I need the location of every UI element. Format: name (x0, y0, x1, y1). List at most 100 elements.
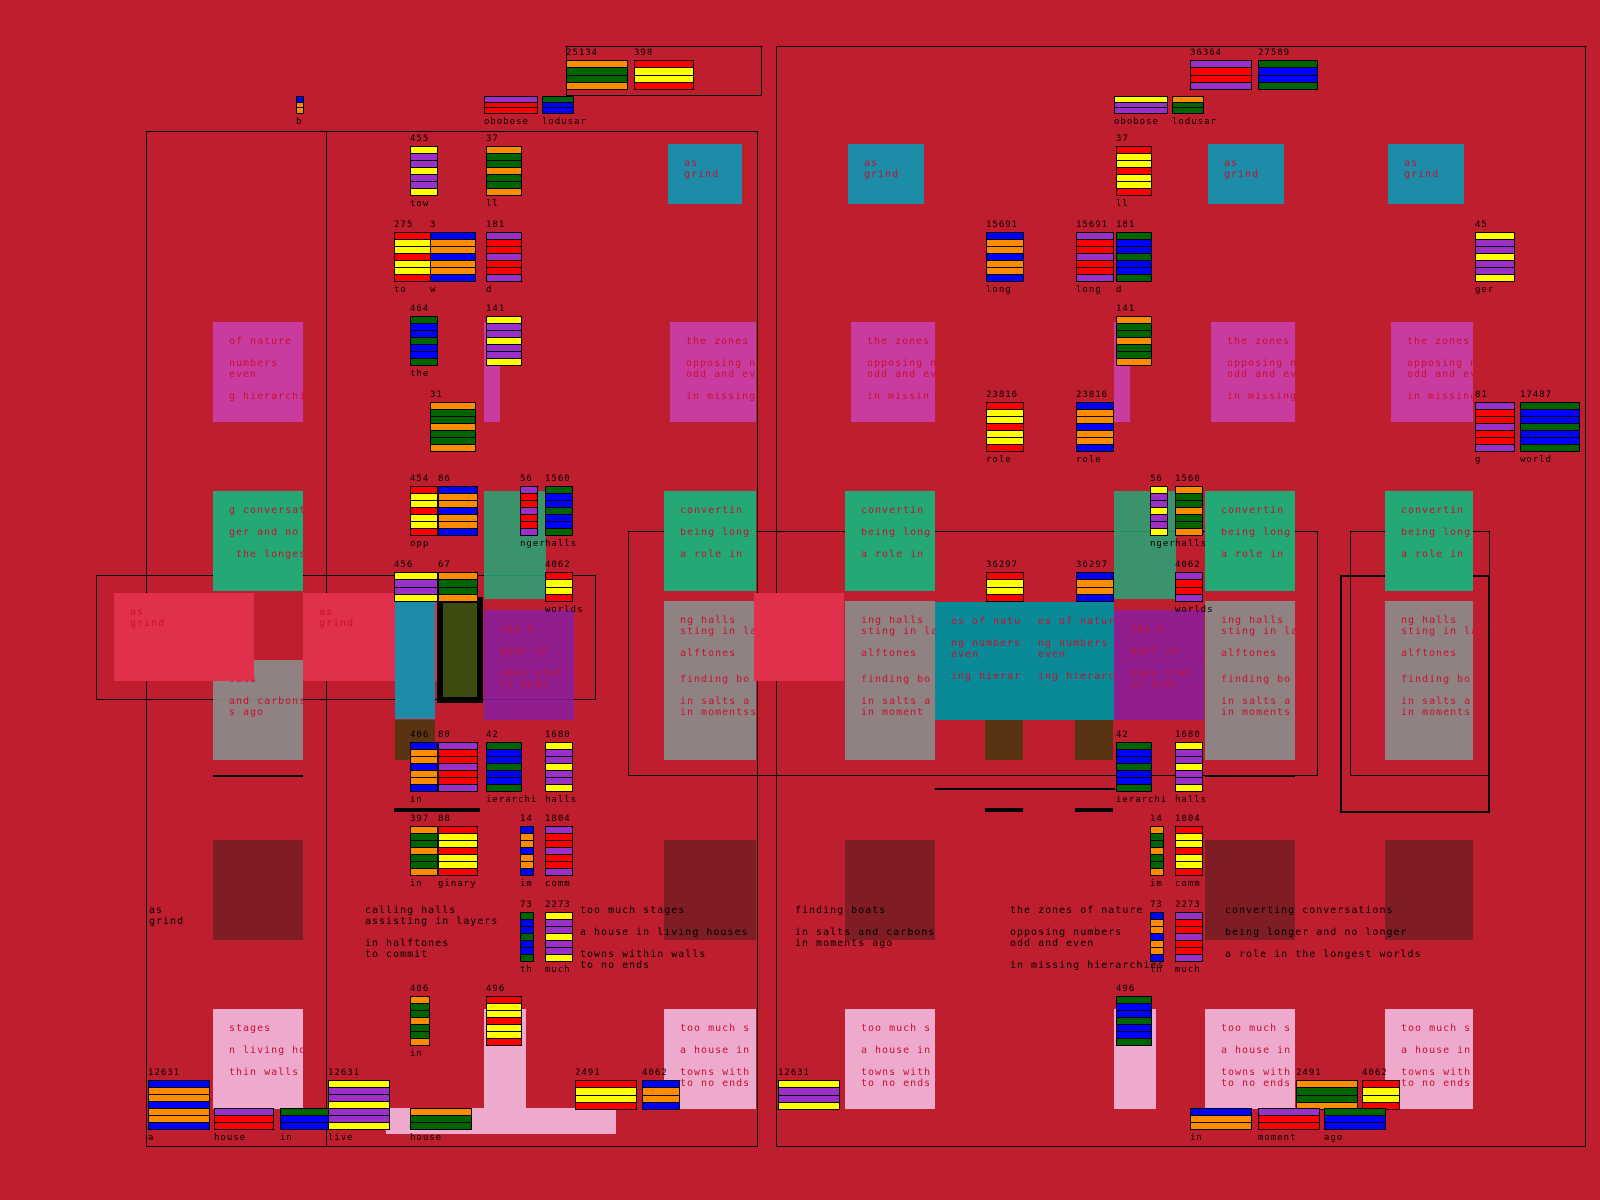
text-line: as (1404, 158, 1419, 169)
bar-stripe (1151, 827, 1163, 834)
bar-stripe (1077, 268, 1113, 275)
text-line: too much s (861, 1023, 932, 1034)
text-line: towns with (680, 1067, 751, 1078)
bar-stripe (1077, 261, 1113, 268)
bar-stripe (1151, 948, 1163, 955)
bar-tile: 37 ll (1116, 134, 1152, 209)
bar-stack (214, 1108, 274, 1130)
bar-tile: 406 in (410, 984, 430, 1059)
bar-stripe (1521, 445, 1579, 451)
panel-shade-e (1385, 840, 1473, 940)
bar-stripe (1176, 757, 1202, 764)
bar-tile: 86 (438, 474, 478, 536)
bar-stripe (395, 573, 437, 581)
tile-label: ginary (438, 879, 477, 889)
panel-grind-c: as grind (848, 144, 924, 204)
tile-number: 455 (410, 134, 430, 144)
bar-stripe (439, 515, 477, 522)
tile-label: role (986, 455, 1012, 465)
bar-tile: 37 ll (486, 134, 522, 209)
bar-tile: 67 (438, 560, 478, 602)
bar-tile: 23816 role (1076, 390, 1114, 465)
bar-stripe (329, 1123, 389, 1129)
text-line: a house in (861, 1045, 932, 1056)
text-line: being long (1401, 527, 1472, 538)
label-stages-main: too much stages a house in living houses t… (580, 905, 749, 971)
bar-stripe (635, 75, 693, 83)
text-line (795, 916, 935, 927)
bar-stripe (411, 324, 437, 331)
bar-stripe (487, 317, 521, 324)
bar-stripe (1077, 240, 1113, 247)
bar-stripe (567, 61, 627, 69)
bar-tile: 12631 a (148, 1068, 210, 1143)
panel-shade-d (1205, 840, 1295, 940)
bar-stripe (1176, 955, 1202, 961)
panel-stages-e: too much s a house in towns with to no ends (1385, 1009, 1473, 1109)
bar-tile: obobose (1114, 96, 1168, 127)
bar-tile: 454 opp (410, 474, 438, 549)
bar-stack (1520, 402, 1580, 452)
tile-label: much (1175, 965, 1201, 975)
bar-stack (642, 1080, 680, 1110)
text-line (680, 1034, 756, 1045)
bar-stripe (521, 941, 533, 948)
bar-stripe (546, 862, 572, 869)
bar-stripe (439, 841, 477, 848)
panel-nature-e: the zones opposing n odd and ev in missing (1391, 322, 1473, 422)
tile-label: worlds (1175, 605, 1214, 615)
tile-label: comm (1175, 879, 1201, 889)
bar-stack (1475, 232, 1515, 282)
text-line: alftones (680, 648, 737, 659)
text-line: alftones (1401, 648, 1458, 659)
tile-label: g (1475, 455, 1482, 465)
bar-stripe (987, 417, 1023, 424)
tile-number: 42 (486, 730, 499, 740)
text-line (1401, 538, 1473, 549)
bar-tile: 1804 comm (1175, 814, 1203, 889)
bar-stripe (521, 862, 533, 869)
tile-number: 496 (1116, 984, 1136, 994)
tile-number: 496 (486, 984, 506, 994)
text-line: thin walls (229, 1067, 300, 1078)
text-line (1038, 627, 1114, 638)
bar-stripe (395, 254, 437, 261)
bar-stripe (521, 841, 533, 848)
bar-stripe (1151, 529, 1167, 535)
bar-stripe (521, 848, 533, 855)
text-line: in missing (686, 391, 756, 402)
bar-stripe (546, 757, 572, 764)
bar-tile: 464 the (410, 304, 438, 379)
bar-stripe (1191, 1109, 1251, 1116)
tile-number: 67 (438, 560, 451, 570)
bar-stripe (439, 587, 477, 595)
bar-stripe (546, 501, 572, 508)
panel-purple-b: the h ayer in ones stat it ends (1114, 610, 1204, 720)
bar-tile: 42 ierarchi (486, 730, 536, 805)
tile-number: 464 (410, 304, 430, 314)
bar-stripe (1521, 431, 1579, 438)
bar-stripe (1176, 934, 1202, 941)
tile-number: 406 (410, 730, 430, 740)
bar-stripe (485, 97, 537, 103)
bar-stack (1175, 486, 1203, 536)
bar-stripe (1077, 233, 1113, 240)
bar-stack (1175, 912, 1203, 962)
bar-stripe (411, 834, 437, 841)
bar-stripe (1151, 955, 1163, 961)
text-line (229, 516, 303, 527)
text-line: towns within walls (580, 949, 707, 960)
tile-number: 31 (430, 390, 443, 400)
bar-stripe (1176, 594, 1202, 601)
bar-stripe (487, 1025, 521, 1032)
bar-stripe (1077, 438, 1113, 445)
text-line: s ago (229, 707, 265, 718)
tile-number: 37 (486, 134, 499, 144)
bar-stack (410, 996, 430, 1046)
text-line: n living house (229, 1045, 303, 1056)
bar-stripe (487, 785, 521, 791)
bar-tile: 88 ginary (438, 814, 478, 889)
bar-stack (1076, 232, 1114, 282)
bar-stripe (521, 508, 537, 515)
